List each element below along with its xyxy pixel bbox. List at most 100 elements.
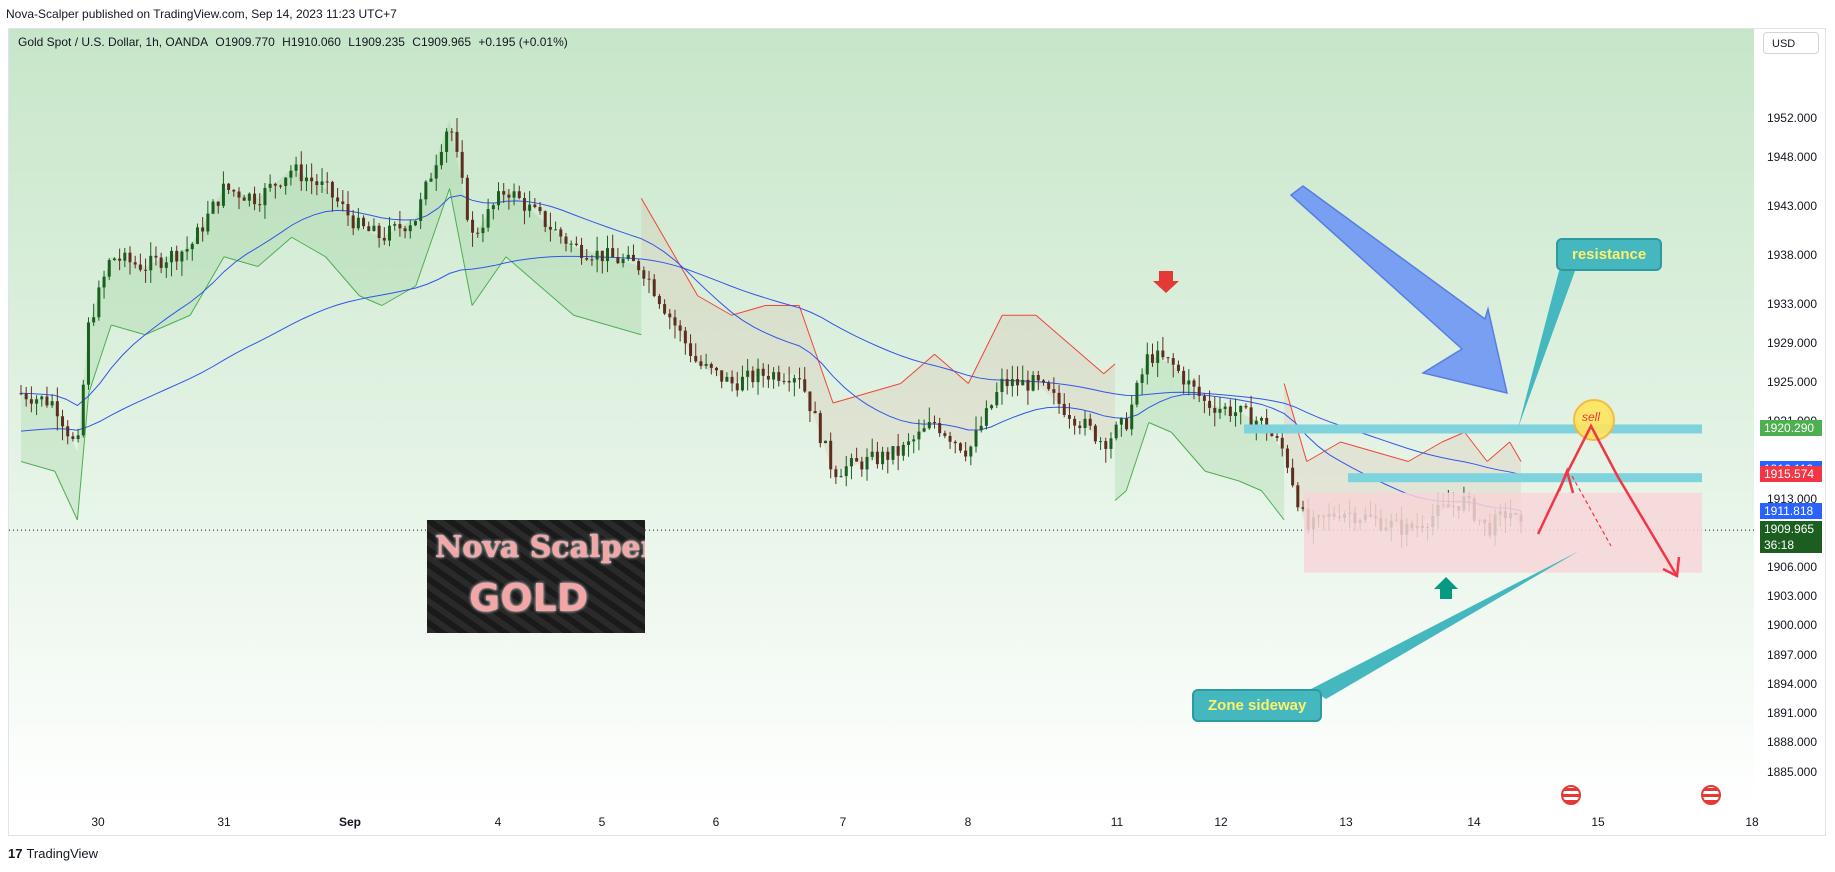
candle-body	[367, 226, 371, 232]
candle-body	[953, 441, 957, 444]
candle-body	[1275, 436, 1279, 438]
supertrend-fill	[1261, 422, 1273, 506]
candle-body	[372, 225, 376, 232]
candle-body	[289, 170, 293, 178]
candle-body	[175, 250, 179, 262]
candle-body	[45, 396, 49, 406]
resistance-band[interactable]	[1244, 424, 1702, 434]
supertrend-line	[596, 321, 608, 326]
supertrend-fill	[1058, 334, 1070, 413]
candle-body	[1296, 485, 1300, 508]
supertrend-fill	[1160, 359, 1172, 433]
dashed-projection	[1571, 475, 1612, 547]
big-down-arrow[interactable]	[1289, 185, 1508, 395]
sell-circle[interactable]	[1573, 399, 1615, 441]
price-tick-label: 1933.000	[1766, 296, 1817, 311]
candle-body	[1301, 507, 1305, 509]
candle-body	[886, 451, 890, 460]
supertrend-fill	[551, 227, 563, 306]
supertrend-line	[1362, 448, 1375, 453]
candle-body	[1083, 418, 1087, 429]
sideway-zone[interactable]	[1304, 492, 1702, 573]
candle-body	[574, 243, 578, 245]
supertrend-line	[855, 392, 868, 397]
candle-body	[606, 248, 610, 262]
logo-background	[427, 520, 645, 633]
candle-body	[964, 450, 968, 457]
supertrend-line	[471, 288, 484, 306]
candle-body	[694, 355, 698, 362]
supertrend-line	[1137, 422, 1150, 457]
candle-body	[663, 304, 667, 314]
supertrend-line	[111, 324, 123, 329]
supertrend-fill	[325, 188, 337, 270]
price-tick-label: 1885.000	[1766, 764, 1817, 779]
candle-body	[1187, 380, 1191, 385]
candle-body	[1239, 405, 1243, 413]
candle-body	[304, 177, 308, 182]
candle-body	[813, 411, 817, 414]
candle-body	[351, 215, 355, 229]
supertrend-line	[1396, 457, 1409, 462]
candle-body	[299, 164, 303, 182]
supertrend-line	[539, 285, 552, 297]
candle-body	[1140, 374, 1144, 383]
candle-body	[922, 428, 926, 432]
supertrend-fill	[742, 308, 755, 381]
candle-body	[512, 191, 516, 198]
supertrend-line	[1441, 436, 1454, 443]
ohlc-close: C1909.965	[412, 35, 472, 49]
chart-frame[interactable]	[8, 28, 1826, 836]
candle-body	[206, 213, 210, 232]
resistance-callout-pointer	[1518, 271, 1575, 428]
candle-body	[538, 207, 542, 212]
supertrend-line	[1227, 477, 1240, 482]
price-tick-label: 1929.000	[1766, 335, 1817, 350]
candle-body	[154, 255, 158, 258]
candle-body	[1062, 403, 1066, 415]
supertrend-line	[889, 383, 901, 388]
candle-body	[71, 436, 75, 440]
price-chart[interactable]	[9, 29, 1826, 836]
tradingview-logo-icon[interactable]: 17	[8, 846, 23, 861]
candle-body	[984, 408, 988, 426]
zone-sideway-callout: Zone sideway	[1192, 689, 1323, 722]
supertrend-line	[934, 353, 947, 365]
candle-body	[1057, 392, 1061, 404]
supertrend-line	[1092, 363, 1105, 375]
projection-path[interactable]	[1536, 423, 1679, 577]
supertrend-fill	[889, 383, 901, 455]
supertrend-line	[1035, 314, 1048, 326]
supertrend-fill	[618, 260, 631, 332]
supertrend-fill	[1114, 422, 1127, 501]
supertrend-line	[753, 305, 766, 310]
signal-up-arrow-icon[interactable]	[1434, 577, 1458, 599]
date-tick-label: 6	[712, 815, 720, 829]
candle-body	[320, 181, 324, 185]
candle-body	[268, 183, 272, 188]
supertrend-fill	[957, 373, 969, 452]
candle-body	[242, 197, 246, 201]
currency-button[interactable]: USD	[1763, 32, 1819, 54]
resistance-band-lower[interactable]	[1348, 473, 1702, 483]
supertrend-line	[1419, 448, 1432, 456]
supertrend-fill	[257, 188, 270, 267]
supertrend-line	[922, 353, 935, 365]
candle-body	[834, 469, 838, 478]
candle-body	[424, 181, 428, 200]
supertrend-line	[223, 256, 236, 261]
candle-body	[600, 250, 604, 262]
footer-brand: TradingView	[26, 846, 99, 861]
us-flag-event-icon[interactable]	[1701, 785, 1721, 805]
supertrend-line	[967, 360, 981, 384]
supertrend-fill	[1295, 422, 1307, 530]
supertrend-line	[584, 318, 597, 323]
signal-down-arrow-icon[interactable]	[1153, 271, 1179, 293]
candle-body	[460, 151, 464, 178]
candle-body	[777, 372, 781, 381]
supertrend-line	[1385, 454, 1398, 459]
us-flag-event-icon[interactable]	[1561, 785, 1581, 805]
supertrend-fill	[1193, 390, 1206, 472]
candle-body	[528, 204, 532, 211]
supertrend-line	[257, 256, 270, 267]
